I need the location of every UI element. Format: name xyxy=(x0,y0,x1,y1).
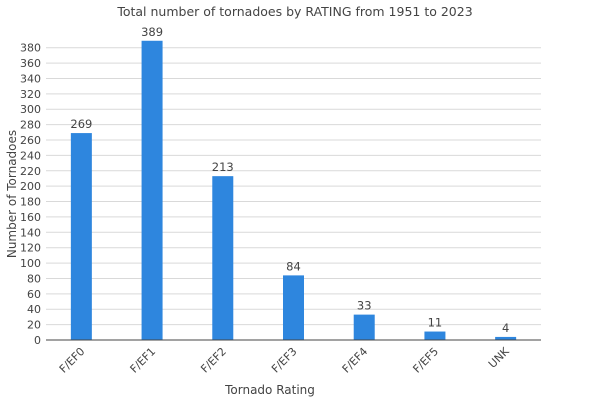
y-tick-label: 0 xyxy=(34,334,41,347)
data-label: 389 xyxy=(141,25,163,39)
x-axis-label: Tornado Rating xyxy=(224,383,315,397)
y-tick-label: 280 xyxy=(20,119,41,132)
x-tick-label: F/EF3 xyxy=(269,345,300,376)
bar-f-ef4 xyxy=(353,314,375,340)
y-tick-label: 20 xyxy=(27,319,41,332)
y-tick-label: 320 xyxy=(20,88,41,101)
x-tick-label: F/EF5 xyxy=(410,345,441,376)
y-axis-label: Number of Tornadoes xyxy=(5,130,19,258)
x-axis-ticks: F/EF0 F/EF1 F/EF2 F/EF3 F/EF4 F/EF5 UNK xyxy=(57,344,512,375)
data-label: 269 xyxy=(70,117,92,131)
y-tick-label: 100 xyxy=(20,257,41,270)
data-label: 84 xyxy=(286,259,301,273)
bar-f-ef3 xyxy=(283,275,304,340)
x-tick-label: F/EF2 xyxy=(198,345,229,376)
bar-f-ef2 xyxy=(212,176,234,340)
y-tick-label: 120 xyxy=(20,242,41,255)
chart-title: Total number of tornadoes by RATING from… xyxy=(116,4,472,19)
bar-f-ef0 xyxy=(70,133,92,340)
data-label: 4 xyxy=(502,321,509,335)
y-tick-label: 220 xyxy=(20,165,41,178)
x-tick-label: F/EF1 xyxy=(128,345,159,376)
x-tick-label: F/EF0 xyxy=(57,345,88,376)
y-tick-label: 340 xyxy=(20,72,41,85)
y-tick-label: 380 xyxy=(20,42,41,55)
bars xyxy=(70,40,517,341)
gridlines xyxy=(46,47,541,326)
y-tick-label: 260 xyxy=(20,134,41,147)
y-tick-label: 60 xyxy=(27,288,41,301)
y-tick-label: 360 xyxy=(20,57,41,70)
x-tick-label: F/EF4 xyxy=(340,345,371,376)
bar-f-ef5 xyxy=(424,331,446,340)
y-tick-label: 80 xyxy=(27,272,41,285)
data-label: 33 xyxy=(357,299,372,313)
y-tick-label: 140 xyxy=(20,226,41,239)
data-labels: 269 389 213 84 33 11 4 xyxy=(70,25,509,335)
y-tick-label: 240 xyxy=(20,149,41,162)
y-tick-label: 160 xyxy=(20,211,41,224)
y-tick-label: 300 xyxy=(20,103,41,116)
bar-unk xyxy=(495,336,517,340)
x-tick-label: UNK xyxy=(486,344,512,370)
y-tick-label: 200 xyxy=(20,180,41,193)
y-tick-label: 40 xyxy=(27,303,41,316)
data-label: 11 xyxy=(428,316,443,330)
bar-f-ef1 xyxy=(141,40,163,341)
data-label: 213 xyxy=(212,160,234,174)
y-axis-ticks: 0 20 40 60 80 100 120 140 160 180 200 220 240 260 280 3… xyxy=(20,42,41,347)
y-tick-label: 180 xyxy=(20,196,41,209)
